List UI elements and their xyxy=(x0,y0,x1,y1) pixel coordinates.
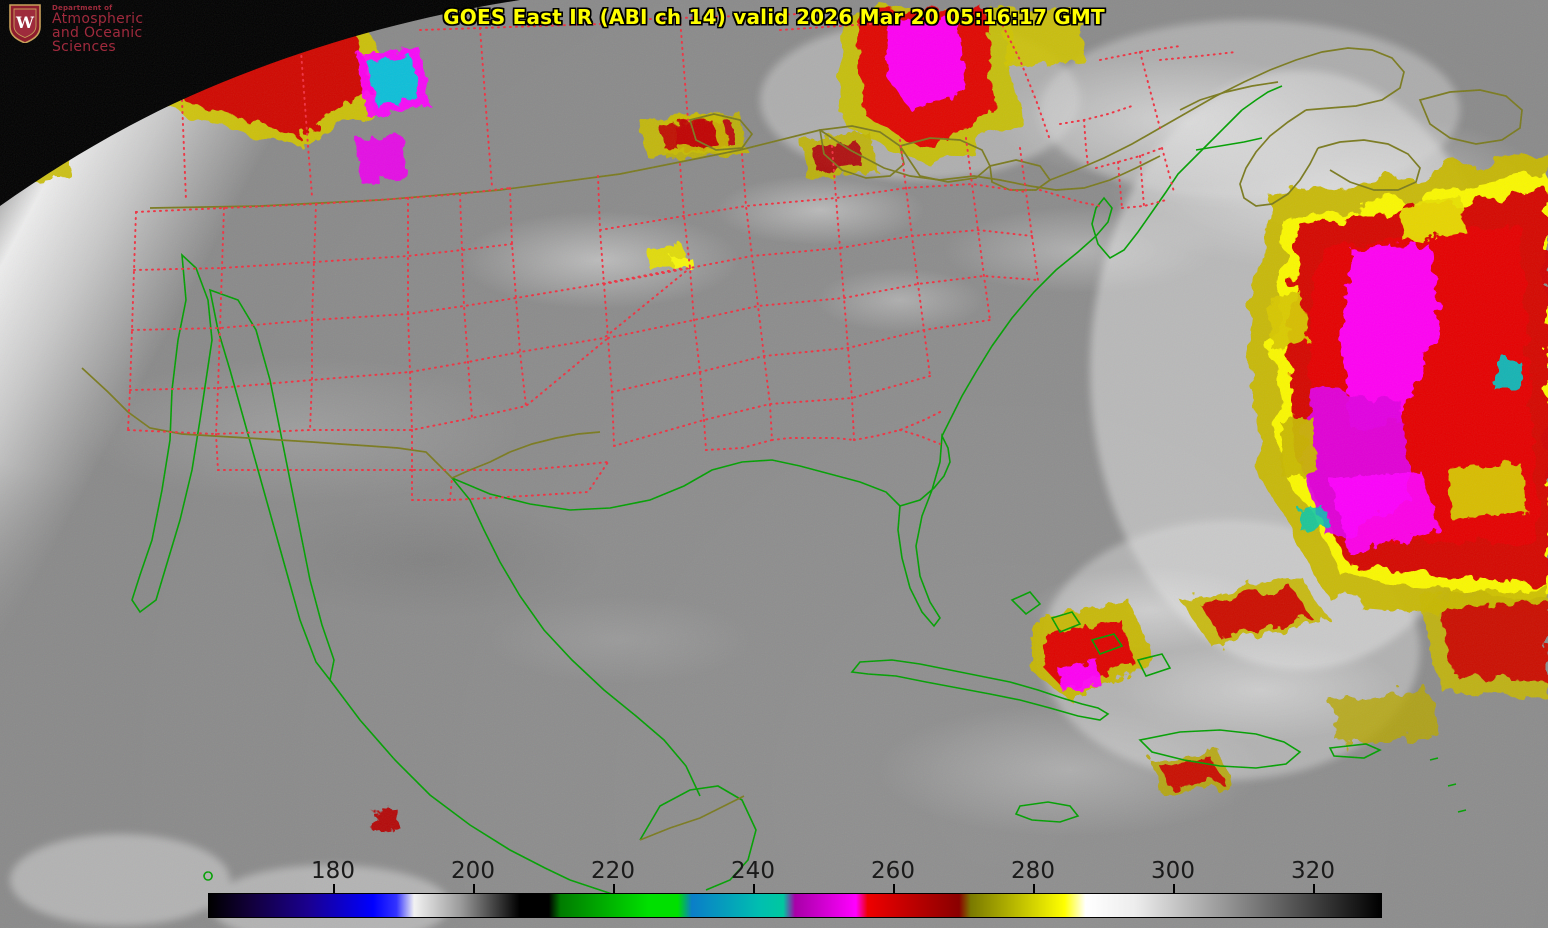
colorbar-label-320: 320 xyxy=(1291,858,1335,884)
colorbar-label-260: 260 xyxy=(871,858,915,884)
colorbar-tick-labels: 180 200 220 240 260 280 300 320 xyxy=(0,858,1548,886)
colorbar-label-180: 180 xyxy=(311,858,355,884)
colorbar-tick xyxy=(753,884,755,893)
colorbar-tick xyxy=(333,884,335,893)
colorbar-tick xyxy=(893,884,895,893)
logo-oceanic-line: and Oceanic Sciences xyxy=(52,25,143,55)
colorbar-label-300: 300 xyxy=(1151,858,1195,884)
colorbar-label-280: 280 xyxy=(1011,858,1055,884)
colorbar-gradient xyxy=(208,893,1382,918)
colorbar-label-240: 240 xyxy=(731,858,775,884)
colorbar-label-220: 220 xyxy=(591,858,635,884)
colorbar-tick xyxy=(1033,884,1035,893)
colorbar-tick-marks xyxy=(208,884,1382,894)
colorbar-tick xyxy=(473,884,475,893)
colorbar xyxy=(208,893,1382,918)
colorbar-tick xyxy=(1173,884,1175,893)
product-title: GOES East IR (ABI ch 14) valid 2026 Mar … xyxy=(443,5,1105,29)
colorbar-tick xyxy=(613,884,615,893)
colorbar-label-200: 200 xyxy=(451,858,495,884)
colorbar-tick xyxy=(1313,884,1315,893)
